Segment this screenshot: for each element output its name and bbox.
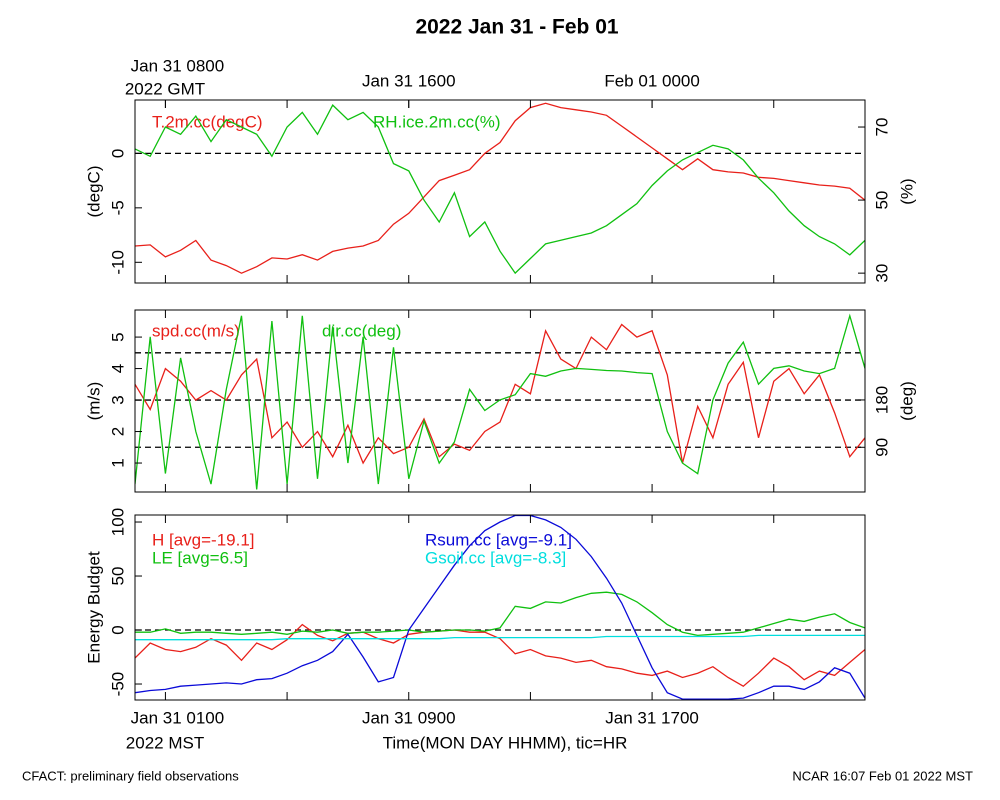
y-tick-label: 0 bbox=[108, 149, 127, 158]
y-axis-label: Energy Budget bbox=[84, 551, 103, 664]
chart-title: 2022 Jan 31 - Feb 01 bbox=[415, 16, 618, 39]
legend-label: LE [avg=6.5] bbox=[152, 548, 248, 567]
x-tick-label: Jan 31 0900 bbox=[362, 708, 456, 727]
plot-frame bbox=[134, 309, 866, 493]
x-axis-label: Time(MON DAY HHMM), tic=HR bbox=[383, 733, 628, 752]
y-tick-label: -5 bbox=[108, 200, 127, 215]
x2-zone-label: 2022 GMT bbox=[125, 79, 205, 98]
legend-label: T.2m.cc(degC) bbox=[152, 112, 263, 131]
y2-tick-label: 180 bbox=[872, 386, 891, 414]
y-tick-label: 2 bbox=[108, 427, 127, 436]
y-tick-label: 3 bbox=[108, 395, 127, 404]
legend-label: spd.cc(m/s) bbox=[152, 321, 240, 340]
y2-tick-label: 70 bbox=[872, 118, 891, 137]
x-tick-label: Jan 31 0100 bbox=[131, 708, 225, 727]
y-tick-label: 4 bbox=[108, 364, 127, 373]
x2-tick-label: Jan 31 0800 bbox=[131, 56, 225, 75]
series-line bbox=[135, 323, 865, 465]
y2-axis-label: (deg) bbox=[897, 381, 916, 421]
y-tick-label: 0 bbox=[108, 625, 127, 634]
plot-frame bbox=[134, 514, 866, 701]
y-axis-label: (m/s) bbox=[84, 382, 103, 421]
legend-label: H [avg=-19.1] bbox=[152, 530, 255, 549]
y-axis-label: (degC) bbox=[84, 166, 103, 218]
y2-axis-label: (%) bbox=[897, 178, 916, 204]
y2-tick-label: 90 bbox=[872, 438, 891, 457]
series-line bbox=[135, 634, 865, 641]
legend-label: Rsum.cc [avg=-9.1] bbox=[425, 530, 572, 549]
y-tick-label: 50 bbox=[108, 567, 127, 586]
series-line bbox=[135, 515, 865, 700]
y-tick-label: 1 bbox=[108, 458, 127, 467]
x2-tick-label: Jan 31 1600 bbox=[362, 71, 456, 90]
y-tick-label: 5 bbox=[108, 332, 127, 341]
y-tick-label: 100 bbox=[108, 508, 127, 536]
y-tick-label: -10 bbox=[108, 250, 127, 275]
x2-tick-label: Feb 01 0000 bbox=[604, 71, 699, 90]
y-tick-label: -50 bbox=[108, 672, 127, 697]
legend-label: Gsoil.cc [avg=-8.3] bbox=[425, 548, 566, 567]
series-line bbox=[135, 104, 865, 275]
footer-left: CFACT: preliminary field observations bbox=[22, 768, 239, 783]
series-line bbox=[135, 313, 865, 490]
footer-right: NCAR 16:07 Feb 01 2022 MST bbox=[792, 768, 973, 783]
series-line bbox=[135, 623, 865, 687]
plot-frame bbox=[134, 99, 866, 284]
series-line bbox=[135, 102, 865, 274]
y2-tick-label: 50 bbox=[872, 191, 891, 210]
legend-label: RH.ice.2m.cc(%) bbox=[373, 112, 501, 131]
x-zone-label: 2022 MST bbox=[126, 733, 204, 752]
y2-tick-label: 30 bbox=[872, 264, 891, 283]
x-tick-label: Jan 31 1700 bbox=[605, 708, 699, 727]
legend-label: dir.cc(deg) bbox=[322, 321, 401, 340]
series-line bbox=[135, 591, 865, 637]
